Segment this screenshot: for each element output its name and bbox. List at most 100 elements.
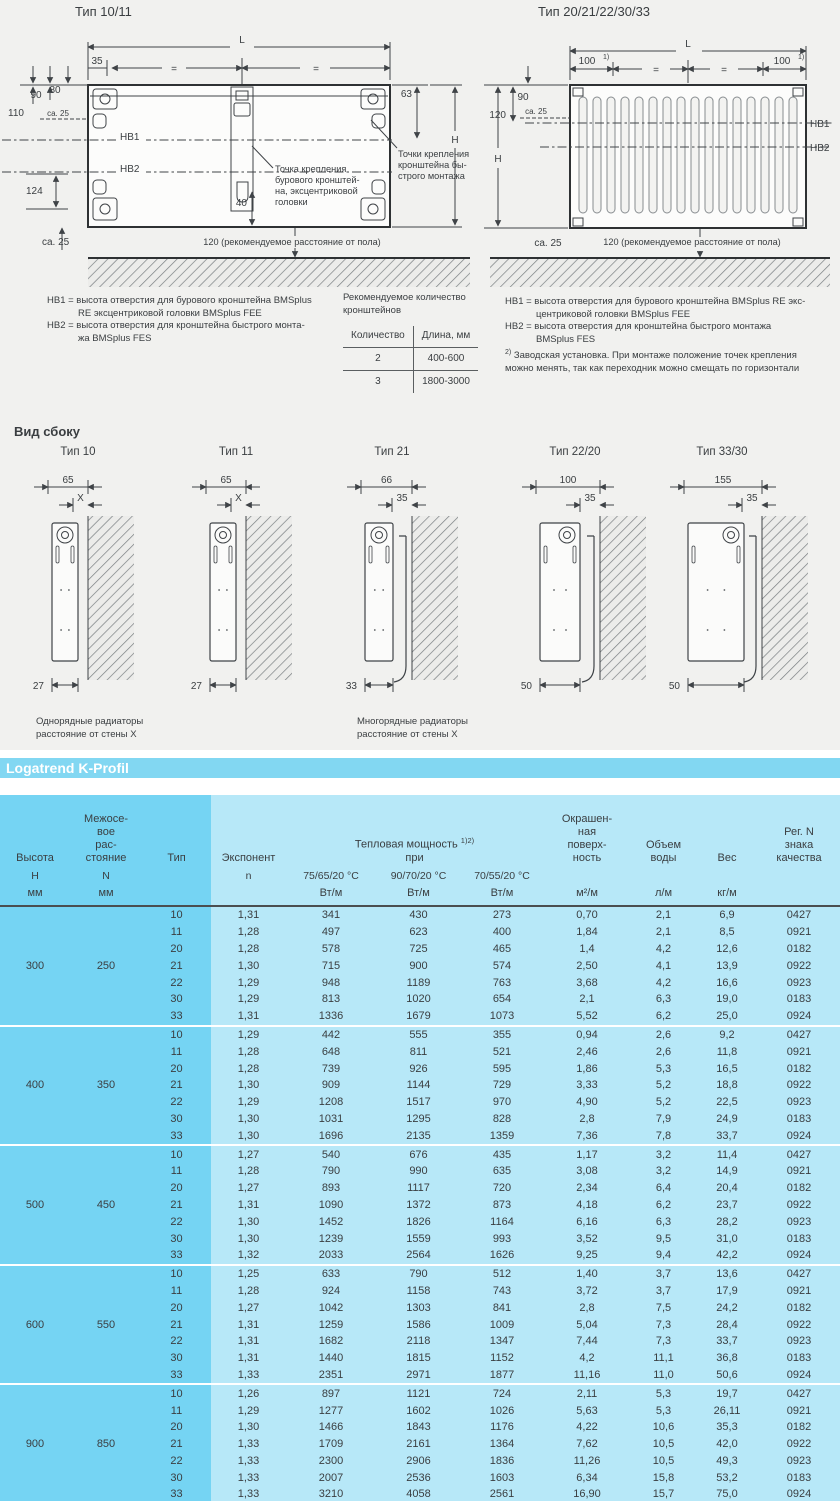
cell-weight: 75,0	[696, 1486, 758, 1501]
dim-eq: =	[313, 64, 319, 75]
side-view-label: Тип 10	[60, 446, 95, 458]
callout-drill-bracket: Точка крепления бурового кронштей- на, э…	[251, 145, 360, 207]
cell-type: 20	[142, 1418, 211, 1436]
cell-power-90: 1372	[376, 1196, 461, 1214]
table-row: 11 1,29 1277 1602 1026 5,63 5,3 26,11 0921	[0, 1402, 840, 1419]
cell-volume: 6,3	[631, 990, 696, 1008]
cell-volume: 5,3	[631, 1060, 696, 1077]
cell-exponent: 1,33	[211, 1486, 286, 1501]
cell-weight: 18,8	[696, 1076, 758, 1094]
cell-power-70: 574	[461, 957, 543, 975]
cell-power-90: 2161	[376, 1435, 461, 1453]
cell-type: 21	[142, 1316, 211, 1333]
cell-surface: 1,17	[543, 1144, 631, 1163]
cell-weight: 36,8	[696, 1349, 758, 1367]
table-row: 21 1,31 1259 1586 1009 5,04 7,3 28,4 0922	[0, 1316, 840, 1333]
cell-type: 20	[142, 1179, 211, 1197]
cell-power-75: 1208	[286, 1093, 376, 1111]
table-row: 11 1,28 924 1158 743 3,72 3,7 17,9 0921	[0, 1282, 840, 1300]
cell-weight: 24,9	[696, 1110, 758, 1128]
cell-power-90: 1586	[376, 1316, 461, 1333]
sub-exponent-n: n	[211, 867, 286, 884]
cell-surface: 5,52	[543, 1007, 631, 1026]
side-view-10: Тип 10 65X 27	[33, 446, 134, 692]
cell-exponent: 1,31	[211, 1007, 286, 1026]
table-row: 20 1,27 1042 1303 841 2,8 7,5 24,2 0182	[0, 1299, 840, 1317]
cell-exponent: 1,30	[211, 1076, 286, 1094]
cell-type: 11	[142, 1162, 211, 1180]
cell-weight: 42,0	[696, 1435, 758, 1453]
cell-power-70: 465	[461, 940, 543, 958]
cell-power-90: 811	[376, 1043, 461, 1061]
table-row: 20 1,30 1466 1843 1176 4,22 10,6 35,3 0182	[0, 1418, 840, 1436]
cell-power-90: 1121	[376, 1383, 461, 1403]
cell-exponent: 1,29	[211, 1093, 286, 1111]
svg-text:Точки крепления: Точки крепления	[398, 149, 469, 159]
cell-power-70: 654	[461, 990, 543, 1008]
cell-volume: 3,7	[631, 1263, 696, 1283]
cell-power-75: 948	[286, 974, 376, 991]
cell-surface: 1,86	[543, 1060, 631, 1077]
legend-line: HB1 = высота отверстия для бурового крон…	[505, 296, 806, 307]
cell-spacing: 250	[70, 906, 142, 1026]
table-header: Высота Межосе-вое рас-стояние Тип Экспоне…	[0, 795, 840, 907]
table-row: 33 1,32 2033 2564 1626 9,25 9,4 42,2 0924	[0, 1246, 840, 1265]
dim-100: 100	[579, 56, 596, 67]
table-row: 22 1,29 1208 1517 970 4,90 5,2 22,5 0923	[0, 1093, 840, 1111]
cell-reg: 0924	[758, 1246, 840, 1265]
cell-power-75: 578	[286, 940, 376, 958]
cell-power-75: 1042	[286, 1299, 376, 1317]
cell-weight: 49,3	[696, 1452, 758, 1470]
cell-exponent: 1,31	[211, 1316, 286, 1333]
cell-power-75: 1440	[286, 1349, 376, 1367]
cell-surface: 2,11	[543, 1383, 631, 1403]
technical-drawings-section: Тип 10/11	[0, 0, 840, 750]
table-row: 22 1,33 2300 2906 1836 11,26 10,5 49,3 0923	[0, 1452, 840, 1470]
cell-spacing: 550	[70, 1263, 142, 1385]
side-view-33-30: Тип 33/30 155 35 50	[669, 446, 808, 692]
cell-reg: 0922	[758, 1316, 840, 1333]
side-dim-bottom: 50	[669, 681, 681, 692]
cell-weight: 6,9	[696, 906, 758, 924]
cell-power-90: 2906	[376, 1452, 461, 1470]
cell-volume: 11,0	[631, 1366, 696, 1385]
side-dim-wall-gap: 35	[396, 493, 408, 504]
table-row: 21 1,30 715 900 574 2,50 4,1 13,9 0922	[0, 957, 840, 975]
cell-power-90: 1843	[376, 1418, 461, 1436]
bracket-cell: 400-600	[413, 347, 479, 371]
cell-weight: 53,2	[696, 1469, 758, 1487]
cell-type: 11	[142, 1043, 211, 1061]
svg-text:кронштейна бы-: кронштейна бы-	[398, 160, 467, 170]
dim-L: L	[685, 39, 691, 50]
side-dim-depth: 155	[715, 475, 732, 486]
front-view-diagram-type-10-11: Тип 10/11	[2, 4, 470, 287]
cell-power-90: 1295	[376, 1110, 461, 1128]
side-dim-depth: 65	[62, 475, 74, 486]
cell-surface: 2,46	[543, 1043, 631, 1061]
sub-temp-90-70-20: 90/70/20 °C	[376, 867, 461, 884]
dim-eq: =	[653, 65, 659, 76]
cell-type: 21	[142, 957, 211, 975]
unit-mm: мм	[0, 884, 70, 907]
cell-reg: 0922	[758, 1076, 840, 1094]
cell-exponent: 1,29	[211, 974, 286, 991]
cell-type: 22	[142, 1332, 211, 1350]
cell-power-70: 1836	[461, 1452, 543, 1470]
cell-power-70: 273	[461, 906, 543, 924]
caption-multi-row: Многорядные радиаторы расстояние от стен…	[357, 716, 468, 740]
svg-text:головки: головки	[275, 197, 308, 207]
legend-line: HB1 = высота отверстия для бурового крон…	[47, 295, 312, 306]
cell-exponent: 1,33	[211, 1366, 286, 1385]
cell-power-90: 1602	[376, 1402, 461, 1419]
cell-power-70: 435	[461, 1144, 543, 1163]
cell-surface: 3,52	[543, 1230, 631, 1247]
cell-power-75: 1259	[286, 1316, 376, 1333]
table-row: 33 1,30 1696 2135 1359 7,36 7,8 33,7 0924	[0, 1127, 840, 1146]
cell-volume: 7,5	[631, 1299, 696, 1317]
side-dim-wall-gap: X	[235, 493, 242, 504]
svg-text:Точка крепления: Точка крепления	[275, 164, 346, 174]
cell-weight: 19,7	[696, 1383, 758, 1403]
factory-setting-footnote: можно менять, так как переходник можно с…	[505, 362, 800, 374]
cell-type: 21	[142, 1196, 211, 1214]
